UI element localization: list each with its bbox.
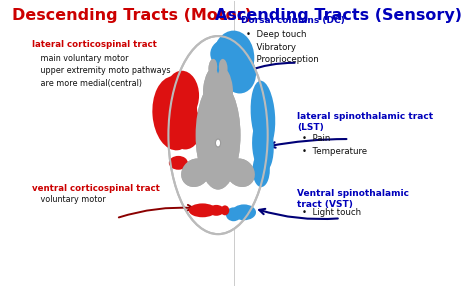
Text: lateral corticospinal tract: lateral corticospinal tract [32,40,156,49]
Ellipse shape [168,36,268,234]
Ellipse shape [196,81,240,189]
Ellipse shape [219,59,228,77]
Ellipse shape [226,158,255,187]
Ellipse shape [196,81,240,189]
Text: ventral corticospinal tract: ventral corticospinal tract [32,184,159,193]
Ellipse shape [152,76,197,150]
Ellipse shape [164,71,199,120]
Ellipse shape [232,204,256,220]
Ellipse shape [210,130,227,160]
Text: •  Deep touch
•  Vibratory
•  Proprioception: • Deep touch • Vibratory • Proprioceptio… [246,30,319,64]
Ellipse shape [209,59,217,77]
Text: Ascending Tracts (Sensory): Ascending Tracts (Sensory) [215,8,462,23]
Ellipse shape [253,152,270,187]
Text: Dorsal columns (DC): Dorsal columns (DC) [241,16,345,25]
Ellipse shape [210,130,227,160]
Ellipse shape [169,105,201,150]
Ellipse shape [223,54,256,94]
Ellipse shape [181,158,210,187]
Ellipse shape [203,68,219,107]
Ellipse shape [203,68,219,107]
Text: •  Light touch: • Light touch [302,208,361,217]
Text: •  Pain
•  Temperature: • Pain • Temperature [302,134,367,156]
Text: main voluntary motor
   upper extremity moto pathways
   are more medial(central: main voluntary motor upper extremity mot… [33,54,171,88]
Ellipse shape [219,59,228,77]
Text: voluntary motor: voluntary motor [33,195,106,205]
Ellipse shape [210,39,243,69]
Text: Ventral spinothalamic
tract (VST): Ventral spinothalamic tract (VST) [298,189,410,209]
Ellipse shape [181,158,210,187]
Ellipse shape [226,208,241,221]
Ellipse shape [252,118,274,172]
Ellipse shape [209,59,217,77]
Ellipse shape [169,156,188,170]
Ellipse shape [220,205,229,215]
Ellipse shape [226,158,255,187]
Text: Descending Tracts (Motor): Descending Tracts (Motor) [12,8,252,23]
Text: lateral spinothalamic tract
(LST): lateral spinothalamic tract (LST) [298,112,434,132]
Ellipse shape [217,68,233,107]
Ellipse shape [209,205,224,216]
Ellipse shape [251,81,275,150]
Ellipse shape [191,159,207,171]
Ellipse shape [189,203,216,217]
Ellipse shape [216,139,220,147]
Ellipse shape [213,31,254,85]
Ellipse shape [217,68,233,107]
